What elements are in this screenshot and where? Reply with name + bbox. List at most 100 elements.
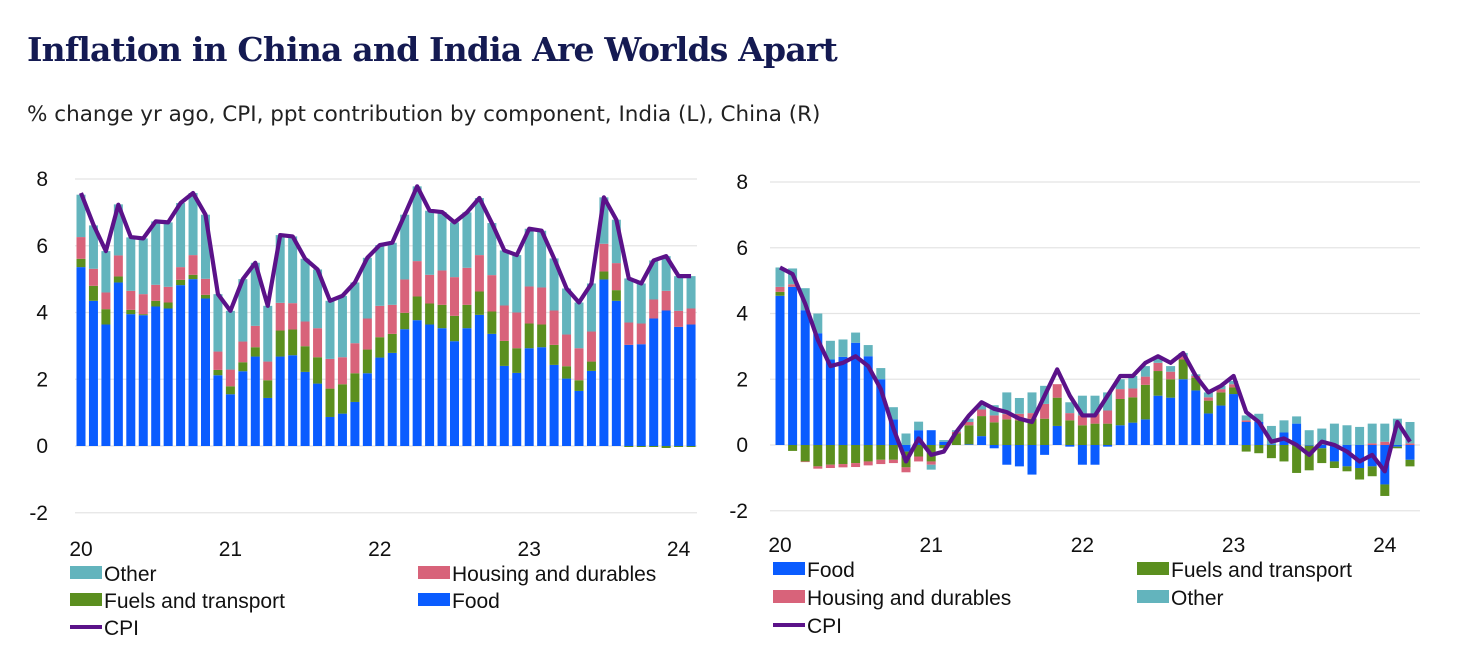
bar-other [138,238,148,295]
bar-other [1380,423,1390,442]
bar-fuels-and-transport [537,324,547,348]
bar-housing-and-durables [624,322,634,345]
bar-fuels-and-transport [636,446,646,448]
bar-fuels-and-transport [649,446,659,448]
bar-food [1103,445,1113,447]
bar-other [1115,379,1125,390]
bar-food [275,356,285,446]
bar-fuels-and-transport [1229,387,1239,395]
bar-fuels-and-transport [113,276,123,283]
bar-housing-and-durables [1241,420,1251,422]
bar-food [813,333,823,445]
bar-other [1317,428,1327,445]
bar-fuels-and-transport [1241,445,1251,452]
bar-housing-and-durables [901,467,911,473]
bar-other [76,194,86,238]
bar-other [1103,392,1113,411]
bar-fuels-and-transport [1304,445,1314,471]
bar-food [825,359,835,445]
y-tick-label: 8 [736,171,748,194]
legend-swatch [1137,590,1169,603]
bar-other [537,230,547,288]
bar-fuels-and-transport [201,294,210,299]
bar-food [101,324,111,446]
bar-fuels-and-transport [163,302,173,309]
bar-other [838,339,848,357]
bar-food [977,436,987,445]
bar-food [375,357,385,446]
bar-other [1090,395,1100,414]
bar-other [201,214,210,279]
bar-housing-and-durables [225,369,235,387]
bar-housing-and-durables [487,275,497,312]
chart-title: Inflation in China and India Are Worlds … [27,30,838,69]
bar-food [964,444,974,445]
bar-housing-and-durables [599,243,609,272]
bar-food [337,413,347,446]
bar-other [474,198,484,256]
bar-fuels-and-transport [275,330,285,357]
bar-fuels-and-transport [474,291,484,315]
bar-housing-and-durables [636,323,646,345]
bar-food [876,379,886,445]
bar-other [275,235,285,303]
bar-housing-and-durables [1065,413,1075,421]
bar-housing-and-durables [387,304,397,334]
bar-food [250,356,260,446]
bar-fuels-and-transport [1380,484,1390,496]
bar-food [387,352,397,446]
bar-housing-and-durables [499,305,509,341]
bar-food [989,445,999,449]
bar-fuels-and-transport [1292,445,1302,473]
bar-food [1292,423,1302,445]
bar-other [661,256,671,291]
bar-fuels-and-transport [138,314,148,316]
bar-other [387,242,397,305]
bar-other [611,219,621,264]
bar-housing-and-durables [800,461,810,463]
legend-swatch [1137,562,1169,575]
bar-food [636,344,646,446]
bar-housing-and-durables [350,343,360,374]
bar-housing-and-durables [1077,415,1087,426]
bar-housing-and-durables [888,459,898,464]
bar-fuels-and-transport [1115,398,1125,426]
legend-swatch [773,562,805,575]
bar-housing-and-durables [914,456,924,462]
bar-fuels-and-transport [876,445,886,460]
bar-food [300,371,310,446]
bar-housing-and-durables [611,263,621,291]
bar-housing-and-durables [1380,441,1390,445]
bar-other [350,282,360,344]
bar-food [901,445,911,452]
legend-swatch [70,566,102,579]
bar-food [462,328,472,446]
bar-fuels-and-transport [1216,392,1226,406]
x-tick-label: 23 [1222,534,1245,557]
x-tick-label: 23 [518,538,541,561]
bar-housing-and-durables [126,290,136,310]
y-tick-label: 0 [736,434,748,457]
bar-other [425,210,435,275]
bar-fuels-and-transport [813,445,823,467]
bar-other [337,295,347,358]
bar-food [1040,445,1050,455]
bar-fuels-and-transport [362,349,372,374]
bar-other [926,464,936,470]
chart-subtitle: % change yr ago, CPI, ppt contribution b… [27,102,821,127]
bar-fuels-and-transport [1090,423,1100,445]
y-tick-label: -2 [29,502,48,525]
bar-food [1065,445,1075,447]
bar-housing-and-durables [549,310,559,345]
bar-food [1241,421,1251,445]
bar-other [375,245,385,306]
bar-other [325,300,335,359]
bar-housing-and-durables [275,302,285,331]
bar-other [300,258,310,322]
bar-fuels-and-transport [549,344,559,365]
bar-other [1229,380,1239,385]
bar-fuels-and-transport [126,309,136,315]
x-tick-label: 22 [1071,534,1094,557]
legend-swatch [70,593,102,606]
